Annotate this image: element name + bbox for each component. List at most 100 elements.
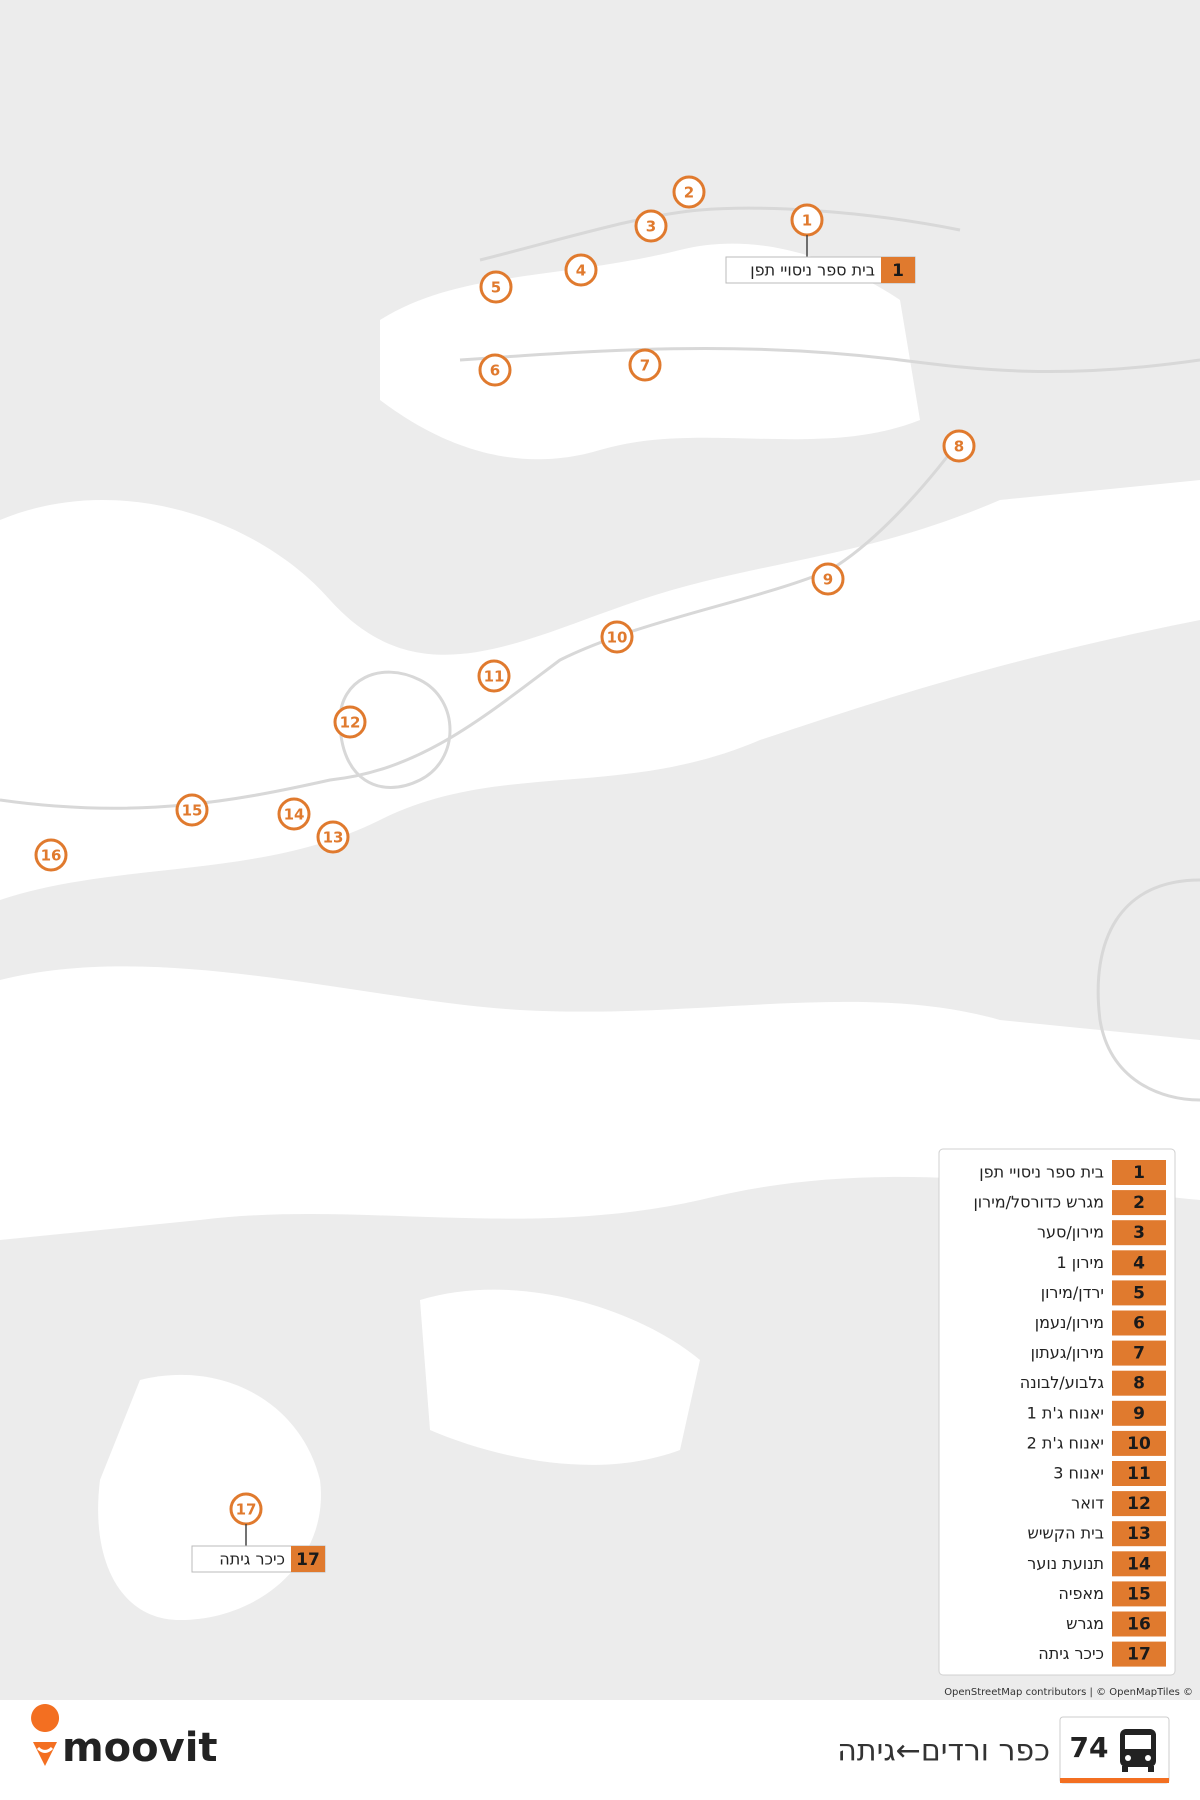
legend-name: תנועת נוער (1027, 1554, 1104, 1573)
stop-number: 14 (284, 806, 305, 824)
legend-number-box (1112, 1280, 1166, 1306)
brand-logo: moovit (31, 1704, 218, 1771)
stop-marker (333, 705, 367, 739)
legend-name: מירון 1 (1057, 1253, 1104, 1272)
legend-name: יאנוח ג'ת 2 (1027, 1433, 1104, 1452)
stop-number: 12 (340, 714, 361, 732)
stop-marker (34, 838, 68, 872)
legend-number-box (1112, 1641, 1166, 1667)
callouts: 1 בית ספר ניסויי תפן 17 כיכר גיתה (191, 235, 916, 1573)
callout-number-box (291, 1546, 325, 1572)
legend-number-box (1112, 1430, 1166, 1456)
legend-number: 7 (1133, 1344, 1145, 1364)
stop-marker (316, 820, 350, 854)
callout-name: כיכר גיתה (219, 1550, 285, 1569)
legend-number-box (1112, 1491, 1166, 1517)
legend-number: 1 (1133, 1163, 1145, 1183)
stop-marker (477, 659, 511, 693)
stop-marker (942, 429, 976, 463)
legend-name: מירון/נעמן (1035, 1313, 1104, 1332)
legend-name: יאנוח 3 (1053, 1464, 1104, 1483)
legend-number-box (1112, 1340, 1166, 1366)
legend-name: מירון/געתון (1031, 1343, 1104, 1362)
bus-icon (1120, 1729, 1156, 1772)
legend-number: 13 (1127, 1524, 1151, 1544)
stop-marker (175, 793, 209, 827)
legend-name: כיכר גיתה (1038, 1644, 1104, 1663)
stop-number: 2 (684, 184, 694, 202)
legend-name: בית ספר ניסויי תפן (979, 1163, 1104, 1182)
legend-number: 17 (1127, 1645, 1151, 1665)
legend-number: 6 (1133, 1314, 1145, 1334)
stop-number: 16 (41, 847, 62, 865)
stop-marker (672, 175, 706, 209)
callout-number-box (881, 257, 915, 283)
footer (0, 1700, 1200, 1800)
legend-number: 8 (1133, 1374, 1145, 1394)
legend-number: 2 (1133, 1193, 1145, 1213)
legend-number: 10 (1127, 1434, 1151, 1454)
legend-number-box (1112, 1551, 1166, 1577)
legend: 1 בית ספר ניסויי תפן 2 מגרש כדורסל/מירון 3 מי… (938, 1148, 1176, 1676)
legend-name: בית הקשיש (1028, 1524, 1104, 1543)
stop-number: 6 (490, 362, 500, 380)
legend-number-box (1112, 1160, 1166, 1185)
legend-number-box (1112, 1521, 1166, 1547)
stop-number: 3 (646, 218, 656, 236)
stop-number: 5 (491, 279, 501, 297)
route-badge: 74 (1059, 1716, 1170, 1784)
legend-number: 16 (1127, 1615, 1151, 1635)
legend-number: 3 (1133, 1223, 1145, 1243)
stop-number: 1 (802, 212, 812, 230)
legend-number: 9 (1133, 1404, 1145, 1424)
callout-number: 1 (892, 261, 904, 281)
map-attribution: OpenStreetMap contributors | © OpenMapTi… (944, 1687, 1193, 1698)
brand-name: moovit (62, 1725, 218, 1771)
legend-name: ירדן/מירון (1041, 1283, 1104, 1302)
legend-number-box (1112, 1250, 1166, 1276)
stop-number: 13 (323, 829, 344, 847)
legend-name: גלבוע/לבונה (1020, 1373, 1105, 1392)
legend-number: 11 (1127, 1464, 1151, 1484)
legend-number-box (1112, 1190, 1166, 1216)
stop-marker (600, 620, 634, 654)
stop-number: 8 (954, 438, 964, 456)
legend-number-box (1112, 1611, 1166, 1637)
route-number: 74 (1070, 1731, 1109, 1764)
callout-name: בית ספר ניסויי תפן (750, 261, 875, 280)
legend-name: מגרש (1066, 1614, 1104, 1633)
stop-marker (628, 348, 662, 382)
legend-number-box (1112, 1461, 1166, 1486)
stop-number: 10 (607, 629, 628, 647)
legend-name: יאנוח ג'ת 1 (1027, 1403, 1104, 1422)
legend-number-box (1112, 1400, 1166, 1426)
stop-number: 4 (576, 262, 586, 280)
legend-name: מגרש כדורסל/מירון (973, 1193, 1104, 1212)
stop-marker (478, 353, 512, 387)
badge-underline (1060, 1778, 1169, 1783)
stop-marker (479, 270, 513, 304)
stop-marker (564, 253, 598, 287)
legend-number-box (1112, 1370, 1166, 1396)
stop-marker (634, 209, 668, 243)
callout-number: 17 (296, 1550, 320, 1570)
stop-marker (811, 562, 845, 596)
stop-number: 9 (823, 571, 833, 589)
legend-number-box (1112, 1581, 1166, 1607)
stop-number: 17 (236, 1501, 257, 1519)
route-title: כפר ורדים←גיתה (837, 1734, 1050, 1769)
stop-marker (277, 797, 311, 831)
legend-name: מירון/סער (1037, 1223, 1104, 1242)
stop-number: 7 (640, 357, 650, 375)
legend-number-box (1112, 1220, 1166, 1246)
stop-number: 15 (182, 802, 203, 820)
logo-pin (31, 1704, 60, 1732)
stop-number: 11 (484, 668, 505, 686)
legend-name: דואר (1071, 1494, 1104, 1513)
legend-number: 4 (1133, 1253, 1145, 1273)
logo-smile (36, 1746, 54, 1753)
legend-number: 5 (1133, 1283, 1145, 1303)
legend-number: 15 (1127, 1584, 1151, 1604)
